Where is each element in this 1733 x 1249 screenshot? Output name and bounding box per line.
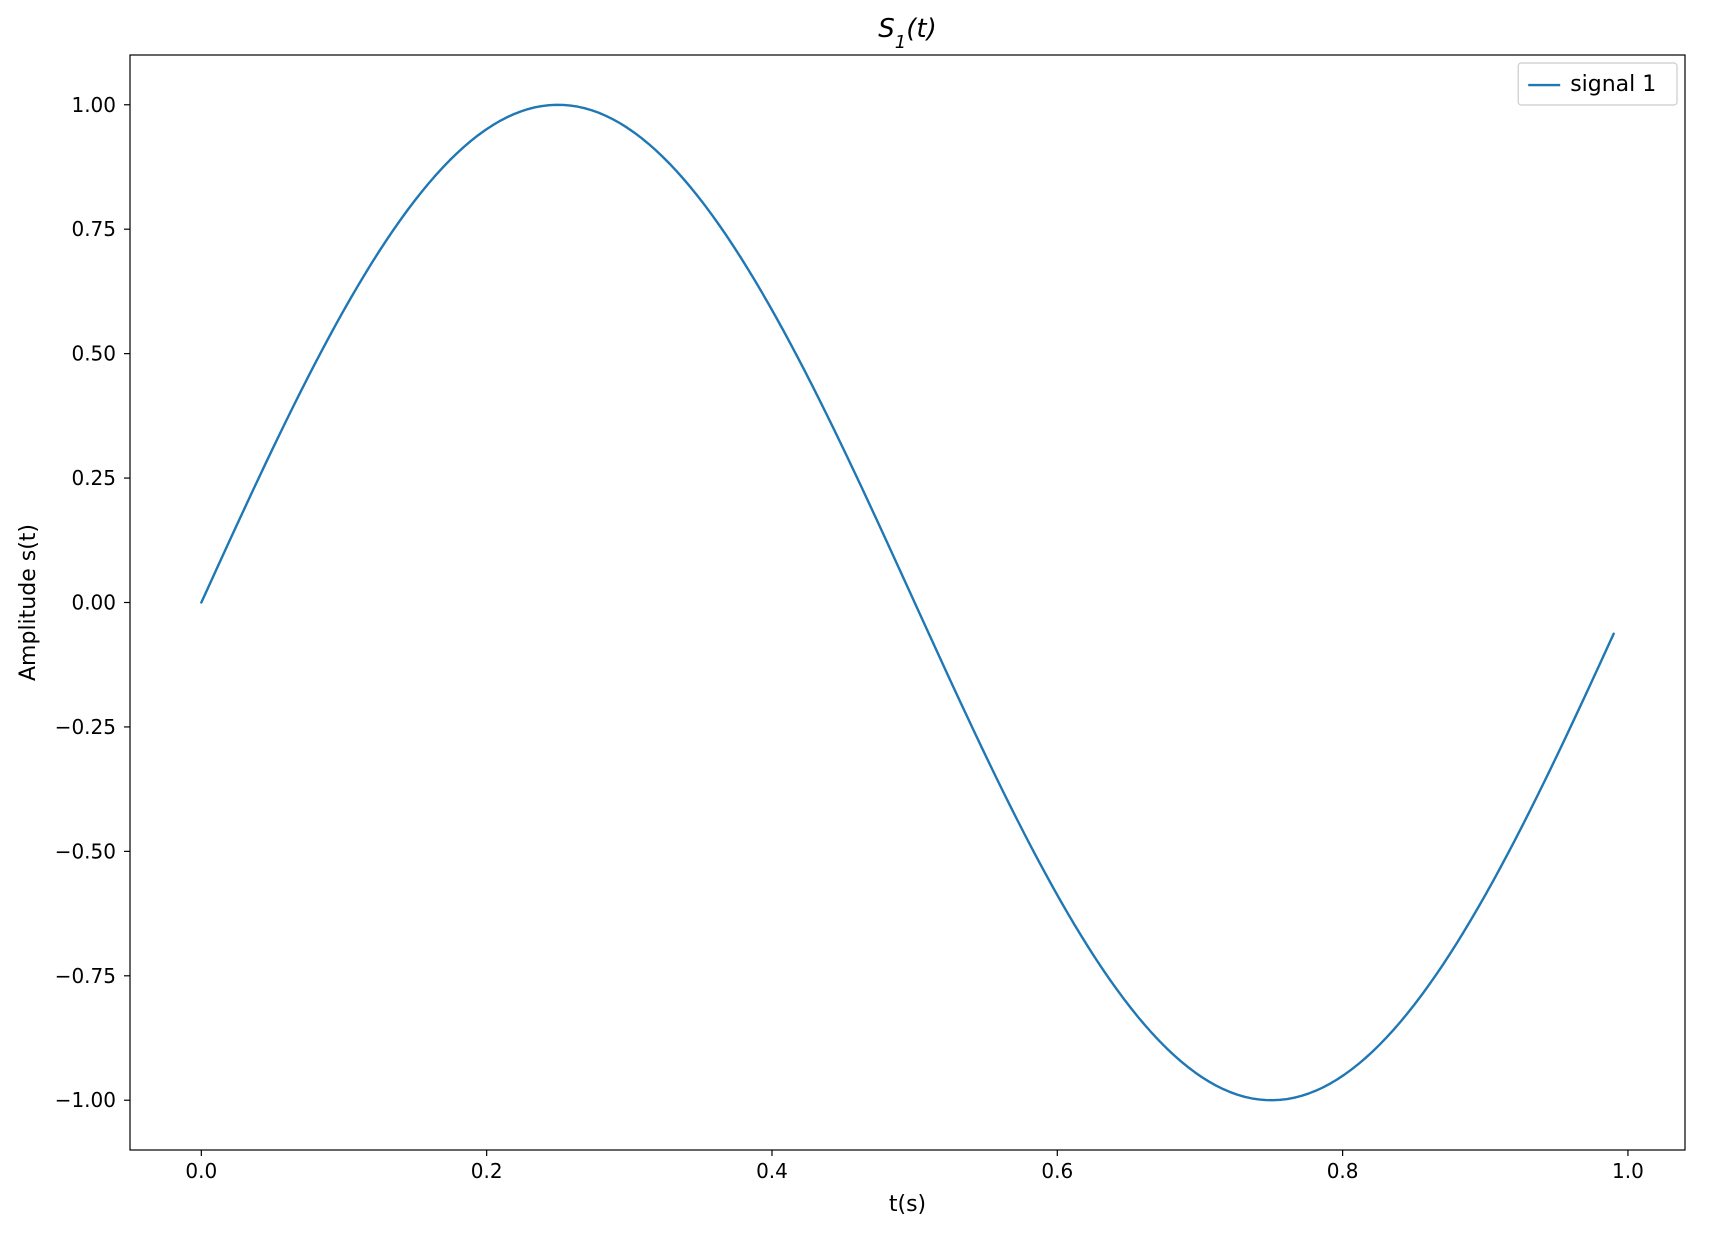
y-tick-label: 1.00 — [71, 93, 116, 117]
chart-container: 0.0 0.2 0.4 0.6 0.8 1.0 −1.00 −0.75 −0.50 −0.25 0.… — [0, 0, 1733, 1249]
chart-background — [0, 0, 1733, 1249]
x-tick-label: 1.0 — [1612, 1159, 1644, 1183]
y-tick-label: −0.50 — [55, 839, 116, 863]
x-tick-label: 0.6 — [1041, 1159, 1073, 1183]
x-tick-label: 0.4 — [756, 1159, 788, 1183]
legend-label: signal 1 — [1570, 72, 1656, 97]
legend: signal 1 — [1518, 63, 1677, 105]
chart-svg: 0.0 0.2 0.4 0.6 0.8 1.0 −1.00 −0.75 −0.50 −0.25 0.… — [0, 0, 1733, 1249]
y-tick-label: 0.25 — [71, 466, 116, 490]
x-tick-label: 0.0 — [185, 1159, 217, 1183]
x-axis-label: t(s) — [889, 1192, 926, 1217]
y-axis-label: Amplitude s(t) — [16, 524, 41, 681]
x-tick-label: 0.2 — [471, 1159, 503, 1183]
y-tick-label: −1.00 — [55, 1088, 116, 1112]
x-tick-label: 0.8 — [1327, 1159, 1359, 1183]
y-tick-label: −0.75 — [55, 964, 116, 988]
y-tick-label: −0.25 — [55, 715, 116, 739]
y-tick-label: 0.00 — [71, 591, 116, 615]
y-tick-label: 0.75 — [71, 217, 116, 241]
y-tick-label: 0.50 — [71, 342, 116, 366]
